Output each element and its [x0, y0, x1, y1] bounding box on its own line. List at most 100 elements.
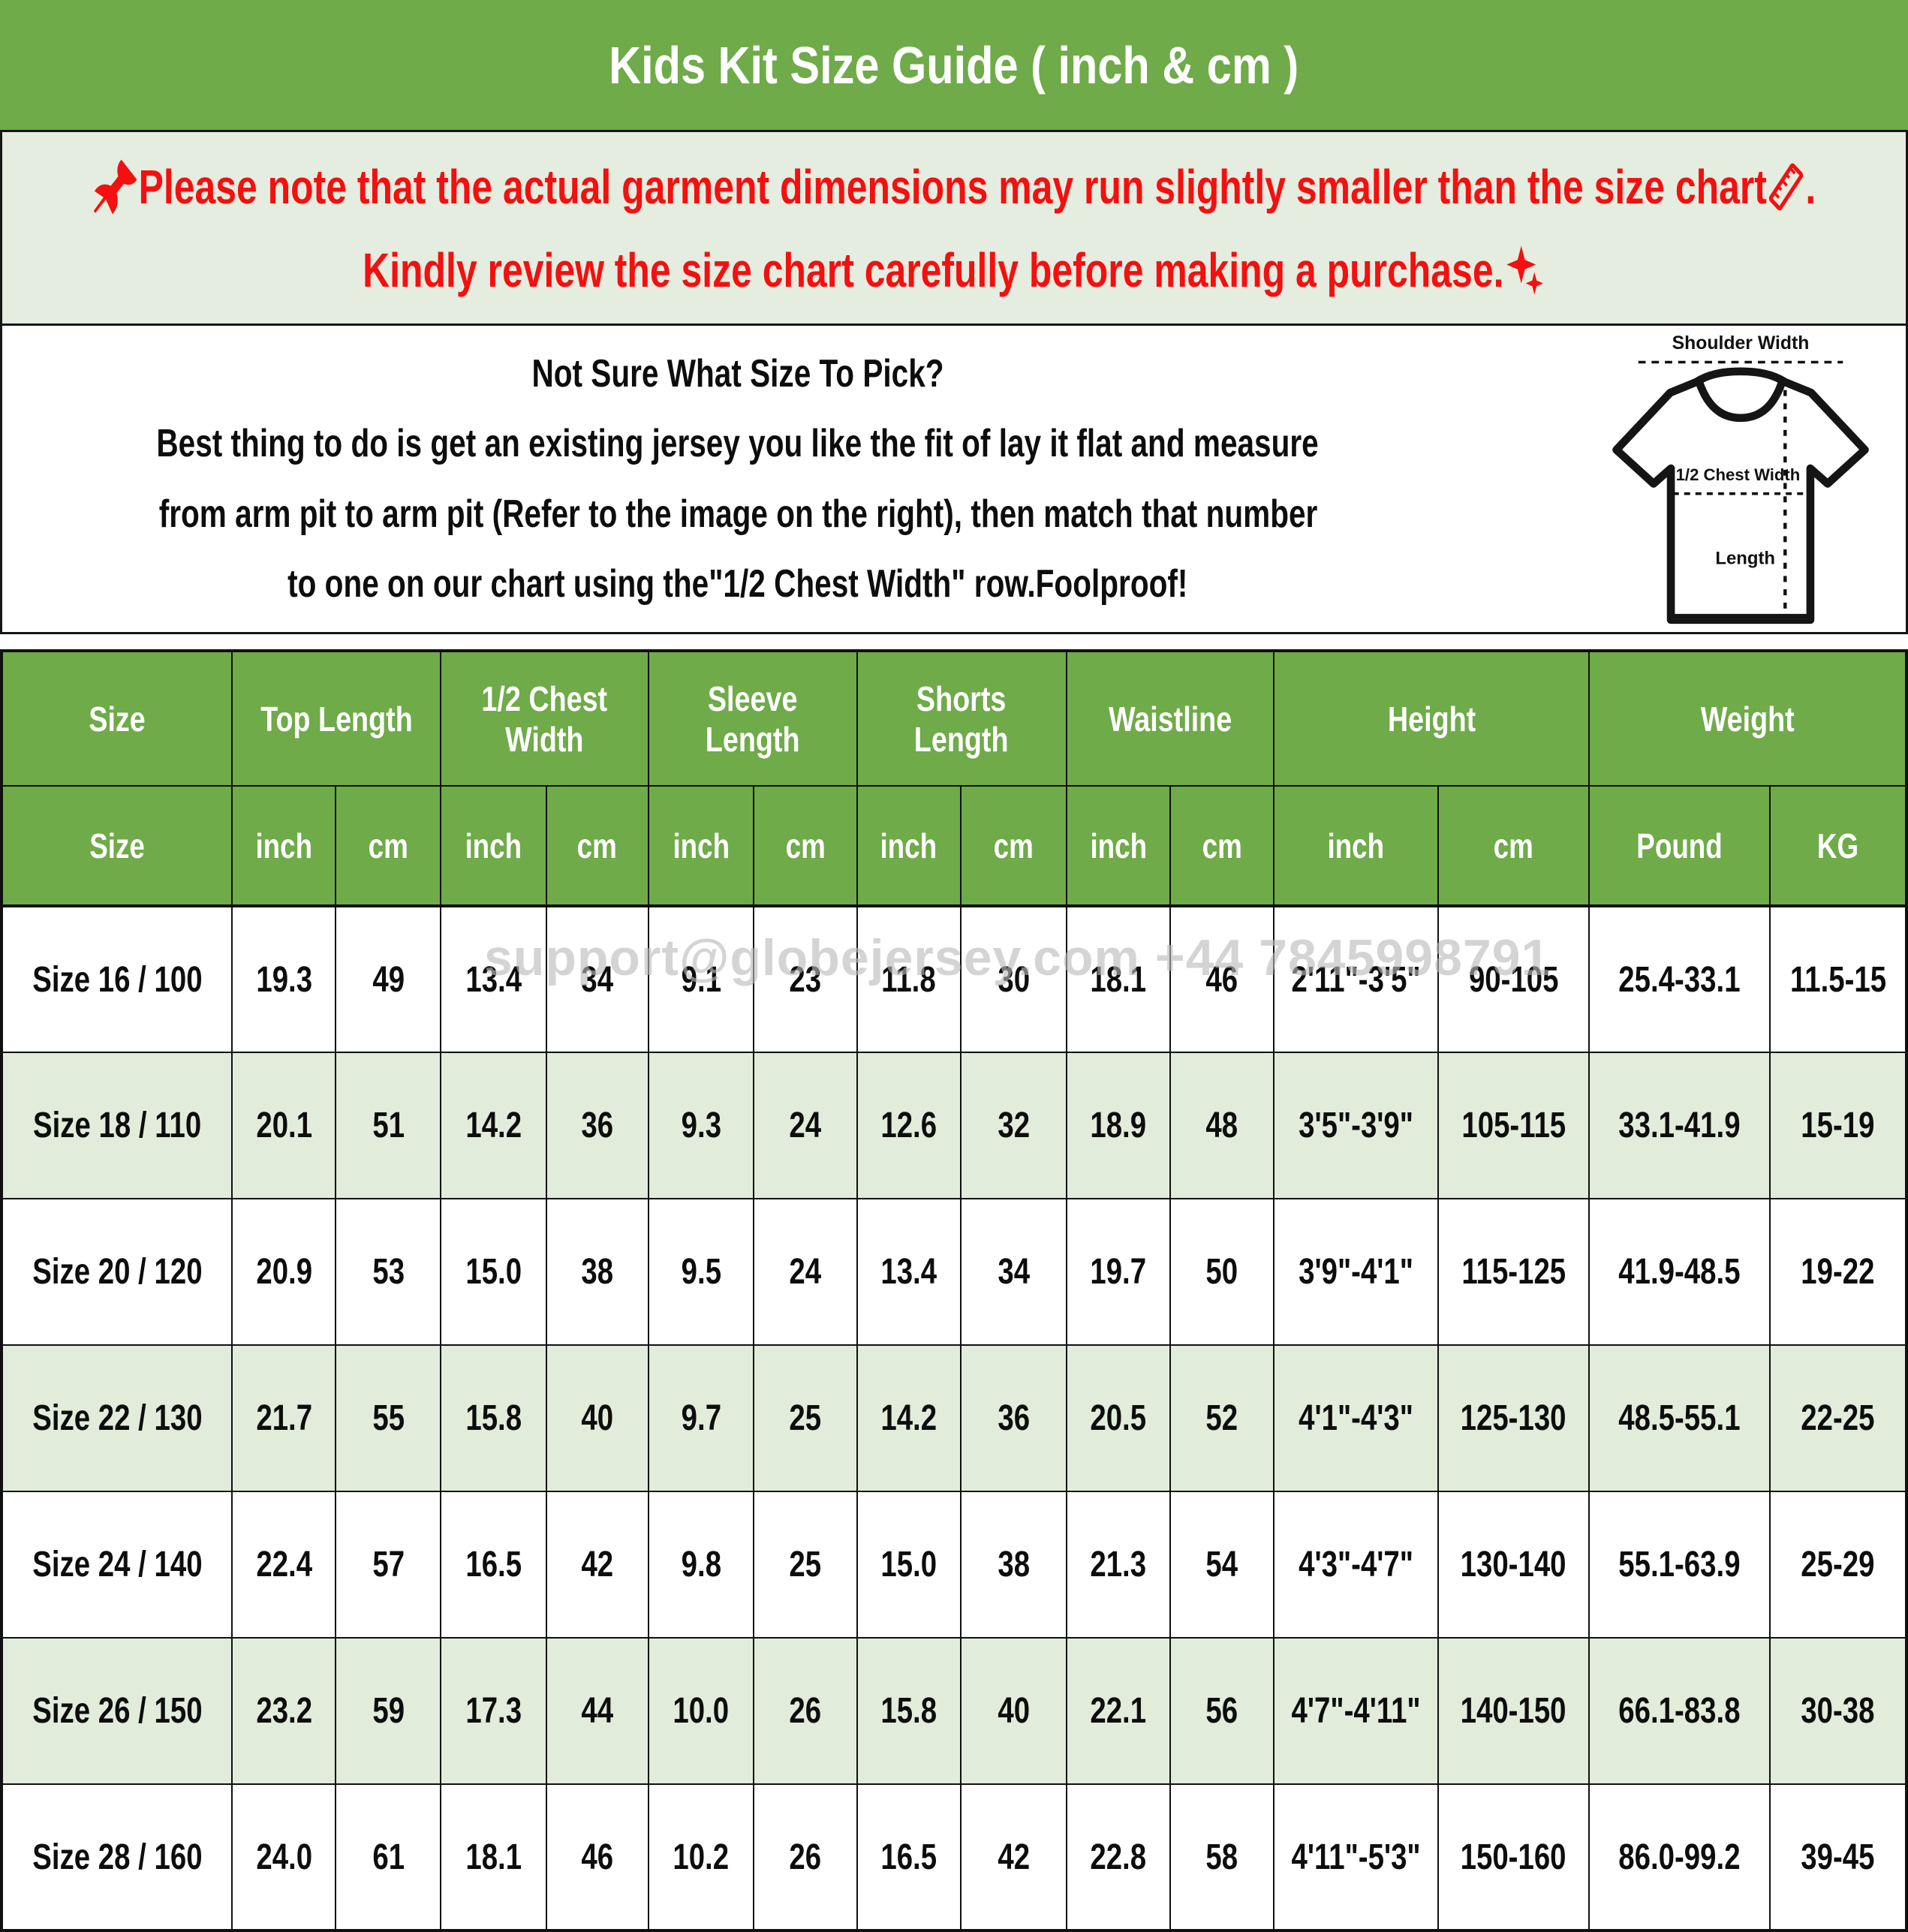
value-cell: 57 — [335, 1491, 441, 1639]
value-cell: 38 — [545, 1198, 649, 1346]
unit-header: inch — [856, 785, 962, 907]
value-cell: 9.5 — [647, 1198, 755, 1346]
unit-header: KG — [1769, 785, 1907, 907]
value-cell: 21.3 — [1065, 1491, 1171, 1639]
value-cell: 32 — [959, 1052, 1067, 1199]
value-cell: 11.5-15 — [1769, 905, 1907, 1053]
value-cell: 18.9 — [1065, 1052, 1171, 1199]
value-cell: 9.1 — [647, 905, 755, 1053]
value-cell: 25-29 — [1769, 1491, 1907, 1639]
unit-header: inch — [231, 785, 337, 907]
howto-line-1: Best thing to do is get an existing jers… — [156, 422, 1320, 466]
value-cell: 10.0 — [647, 1637, 755, 1785]
unit-header: cm — [753, 785, 858, 907]
value-cell: 14.2 — [439, 1052, 547, 1199]
value-cell: 55.1-63.9 — [1588, 1491, 1771, 1639]
unit-header: inch — [1065, 785, 1171, 907]
size-table-section: support@globejersey.com +44 7845998791 S… — [0, 649, 1908, 1932]
pushpin-icon — [93, 160, 137, 215]
notice-line-1: Please note that the actual garment dime… — [2, 158, 1906, 216]
value-cell: 21.7 — [231, 1344, 337, 1492]
half-chest-width-label: 1/2 Chest Width — [1676, 465, 1801, 484]
value-cell: 54 — [1169, 1491, 1275, 1639]
value-cell: 18.1 — [1065, 905, 1171, 1053]
value-cell: 33.1-41.9 — [1588, 1052, 1771, 1199]
value-cell: 55 — [335, 1344, 441, 1492]
value-cell: 40 — [545, 1344, 649, 1492]
value-cell: 23.2 — [231, 1637, 337, 1785]
value-cell: 125-130 — [1437, 1344, 1591, 1492]
notice-banner: Please note that the actual garment dime… — [0, 132, 1908, 324]
column-group-size: Size — [0, 650, 233, 787]
value-cell: 2'11"-3'5" — [1273, 905, 1439, 1053]
column-group-shorts-length: Shorts Length — [856, 650, 1067, 787]
value-cell: 22.4 — [231, 1491, 337, 1639]
value-cell: 22-25 — [1769, 1344, 1907, 1492]
unit-header: Size — [0, 785, 233, 907]
value-cell: 25 — [753, 1344, 858, 1492]
value-cell: 17.3 — [439, 1637, 547, 1785]
value-cell: 39-45 — [1769, 1783, 1907, 1931]
unit-header: cm — [545, 785, 649, 907]
column-group-weight: Weight — [1588, 650, 1907, 787]
howto-line-2: from arm pit to arm pit (Refer to the im… — [158, 492, 1317, 536]
value-cell: 24 — [753, 1052, 858, 1199]
value-cell: 52 — [1169, 1344, 1275, 1492]
value-cell: 42 — [545, 1491, 649, 1639]
notice-line-2: Kindly review the size chart carefully b… — [2, 242, 1906, 298]
ruler-icon — [1768, 163, 1803, 211]
column-group-height: Height — [1273, 650, 1591, 787]
value-cell: 9.8 — [647, 1491, 755, 1639]
unit-header: inch — [647, 785, 755, 907]
value-cell: 26 — [753, 1783, 858, 1931]
notice-text-1: Please note that the actual garment dime… — [138, 160, 1767, 215]
value-cell: 22.8 — [1065, 1783, 1171, 1931]
size-cell: Size 16 / 100 — [0, 905, 233, 1053]
tshirt-measure-diagram: Shoulder Width 1/2 Chest Width Length — [1612, 333, 1869, 624]
value-cell: 130-140 — [1437, 1491, 1591, 1639]
column-group-waistline: Waistline — [1065, 650, 1275, 787]
howto-section: Not Sure What Size To Pick? Best thing t… — [0, 324, 1908, 634]
notice-text-2: Kindly review the size chart carefully b… — [363, 242, 1504, 297]
value-cell: 4'3"-4'7" — [1273, 1491, 1439, 1639]
value-cell: 19.3 — [231, 905, 337, 1053]
size-cell: Size 20 / 120 — [0, 1198, 233, 1346]
value-cell: 48.5-55.1 — [1588, 1344, 1771, 1492]
value-cell: 24.0 — [231, 1783, 337, 1931]
value-cell: 42 — [959, 1783, 1067, 1931]
spacer — [0, 634, 1908, 649]
unit-header: Pound — [1588, 785, 1771, 907]
value-cell: 58 — [1169, 1783, 1275, 1931]
value-cell: 41.9-48.5 — [1588, 1198, 1771, 1346]
value-cell: 86.0-99.2 — [1588, 1783, 1771, 1931]
value-cell: 59 — [335, 1637, 441, 1785]
page-title: Kids Kit Size Guide ( inch & cm ) — [609, 35, 1299, 95]
howto-heading: Not Sure What Size To Pick? — [531, 351, 944, 396]
value-cell: 18.1 — [439, 1783, 547, 1931]
value-cell: 25 — [753, 1491, 858, 1639]
value-cell: 105-115 — [1437, 1052, 1591, 1199]
table-row: Size 26 / 150 23.2 59 17.3 44 10.0 26 15.8 40 22.… — [0, 1637, 1907, 1785]
value-cell: 19.7 — [1065, 1198, 1171, 1346]
value-cell: 20.1 — [231, 1052, 337, 1199]
value-cell: 16.5 — [439, 1491, 547, 1639]
howto-heading-line: Not Sure What Size To Pick? — [2, 351, 1473, 396]
size-table-head: Size Top Length 1/2 Chest Width Sleeve Leng… — [0, 650, 1907, 907]
column-group-sleeve-length: Sleeve Length — [647, 650, 858, 787]
table-row: Size 18 / 110 20.1 51 14.2 36 9.3 24 12.6 32 18.9… — [0, 1052, 1907, 1199]
value-cell: 13.4 — [439, 905, 547, 1053]
notice-text-1-period: . — [1804, 160, 1816, 215]
value-cell: 30 — [959, 905, 1067, 1053]
collar-curve — [1695, 379, 1786, 423]
size-table-body: Size 16 / 100 19.3 49 13.4 34 9.1 23 11.8 30 18.1… — [0, 905, 1907, 1931]
size-table: Size Top Length 1/2 Chest Width Sleeve Leng… — [0, 649, 1908, 1932]
value-cell: 15.0 — [856, 1491, 962, 1639]
value-cell: 3'5"-3'9" — [1273, 1052, 1439, 1199]
unit-header: cm — [959, 785, 1067, 907]
value-cell: 150-160 — [1437, 1783, 1591, 1931]
value-cell: 4'1"-4'3" — [1273, 1344, 1439, 1492]
size-cell: Size 18 / 110 — [0, 1052, 233, 1199]
value-cell: 16.5 — [856, 1783, 962, 1931]
value-cell: 51 — [335, 1052, 441, 1199]
value-cell: 4'11"-5'3" — [1273, 1783, 1439, 1931]
